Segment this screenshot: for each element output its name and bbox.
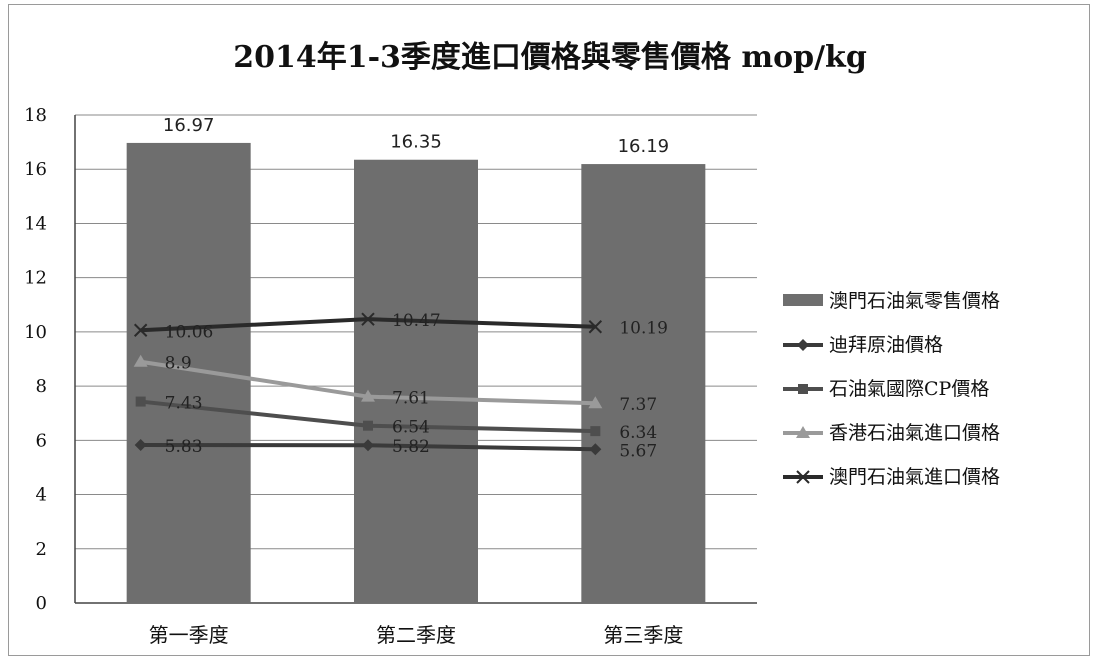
y-tick-label: 0 xyxy=(36,593,47,614)
y-tick-label: 14 xyxy=(24,213,47,234)
label-layer: 16.97 16.35 16.19 5.83 5.82 5.67 7.43 6.54 6.34 8… xyxy=(163,115,669,461)
line-marker-triangle xyxy=(796,426,810,438)
line-marker-square xyxy=(135,396,146,407)
y-tick-label: 8 xyxy=(36,376,47,397)
point-value-label: 6.54 xyxy=(392,418,430,438)
point-value-label: 7.43 xyxy=(165,394,203,414)
legend-label: 迪拜原油價格 xyxy=(829,334,943,356)
chart-frame: 2014年1-3季度進口價格與零售價格 mop/kg 0 2 4 6 8 10 12 14 16… xyxy=(8,4,1090,656)
chart-svg: 2014年1-3季度進口價格與零售價格 mop/kg 0 2 4 6 8 10 12 14 16… xyxy=(24,40,1000,647)
legend-swatch xyxy=(783,294,823,306)
legend-label: 香港石油氣進口價格 xyxy=(829,422,1000,444)
legend-layer: 澳門石油氣零售價格迪拜原油價格石油氣國際CP價格香港石油氣進口價格澳門石油氣進口… xyxy=(783,290,1000,488)
point-value-label: 7.61 xyxy=(392,389,430,409)
bar-value-label: 16.97 xyxy=(163,115,215,136)
x-category-label: 第三季度 xyxy=(603,623,683,647)
y-tick-label: 16 xyxy=(24,159,47,180)
line-marker-triangle xyxy=(588,396,603,409)
point-value-label: 5.82 xyxy=(392,437,430,457)
line-marker-x xyxy=(796,470,810,484)
y-tick-label: 10 xyxy=(24,322,47,343)
chart-title: 2014年1-3季度進口價格與零售價格 mop/kg xyxy=(233,40,867,75)
line-marker-diamond xyxy=(134,438,147,451)
line-marker-diamond xyxy=(589,443,602,456)
legend-label: 澳門石油氣零售價格 xyxy=(829,290,1000,312)
line-marker-diamond xyxy=(362,439,374,452)
line-layer xyxy=(133,312,603,456)
point-value-label: 10.06 xyxy=(165,322,214,342)
bar-value-label: 16.35 xyxy=(390,132,442,153)
point-value-label: 7.37 xyxy=(619,395,657,415)
bar xyxy=(126,142,251,603)
x-category-label: 第二季度 xyxy=(376,623,456,647)
line-marker-square xyxy=(798,384,808,394)
line-marker-square xyxy=(590,426,601,437)
point-value-label: 8.9 xyxy=(165,354,192,374)
y-tick-label: 12 xyxy=(24,268,47,289)
y-tick-label: 6 xyxy=(36,430,47,451)
bar-value-label: 16.19 xyxy=(618,136,670,157)
point-value-label: 6.34 xyxy=(619,423,657,443)
point-value-label: 5.83 xyxy=(165,437,203,457)
bar xyxy=(581,164,706,603)
point-value-label: 10.19 xyxy=(619,319,668,339)
line-marker-triangle xyxy=(133,354,148,367)
line-marker-diamond xyxy=(797,339,809,351)
bar xyxy=(354,159,478,603)
legend-label: 石油氣國際CP價格 xyxy=(829,378,989,400)
legend-label: 澳門石油氣進口價格 xyxy=(829,466,1000,488)
line-marker-x xyxy=(588,320,603,334)
line-marker-x xyxy=(361,312,375,326)
y-tick-label: 4 xyxy=(36,485,47,506)
x-category-label: 第一季度 xyxy=(149,623,229,647)
y-tick-label: 18 xyxy=(24,105,47,126)
point-value-label: 10.47 xyxy=(392,311,441,331)
y-tick-label: 2 xyxy=(36,539,47,560)
line-marker-square xyxy=(363,420,373,431)
bar-layer xyxy=(126,142,706,603)
line-marker-x xyxy=(133,323,148,337)
line-marker-triangle xyxy=(361,389,375,402)
point-value-label: 5.67 xyxy=(619,441,657,461)
